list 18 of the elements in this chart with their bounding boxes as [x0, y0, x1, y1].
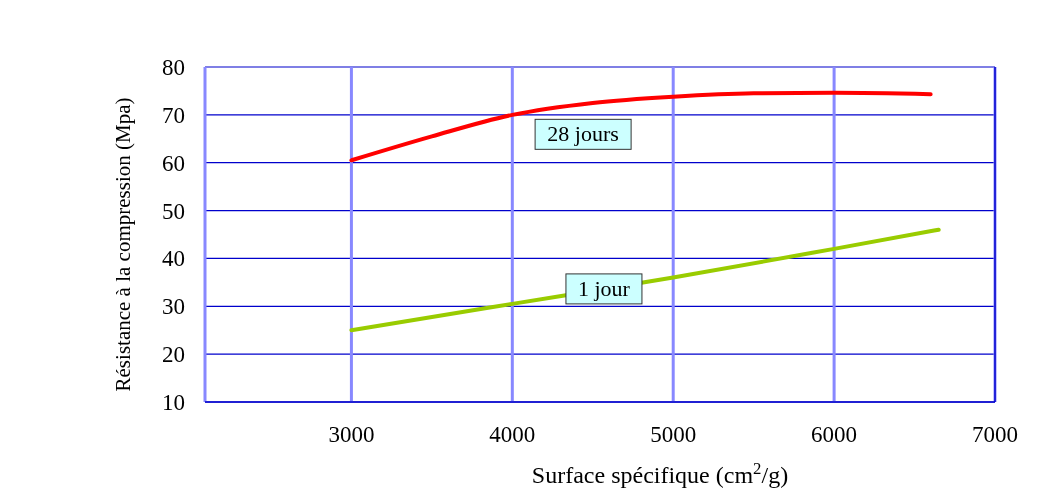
y-axis-title: Résistance à la compression (Mpa) [111, 97, 135, 392]
y-tick-label: 80 [162, 55, 185, 80]
x-tick-label: 7000 [972, 422, 1018, 447]
x-tick-label: 4000 [489, 422, 536, 447]
y-tick-label: 50 [162, 198, 185, 224]
y-tick-label: 70 [162, 102, 185, 128]
y-tick-label: 40 [162, 246, 185, 272]
x-axis-title: Surface spécifique (cm$^{2}$/g) [531, 458, 789, 488]
series-label: 28 jours [547, 121, 619, 147]
series-label: 1 jour [577, 275, 631, 301]
y-tick-label: 30 [162, 294, 185, 320]
x-tick-label: 5000 [650, 422, 697, 447]
x-tick-label: 6000 [811, 422, 858, 447]
y-tick-label: 10 [162, 390, 185, 415]
y-tick-label: 20 [162, 342, 185, 368]
line-series [349, 90, 933, 163]
x-tick-label: 3000 [328, 422, 375, 447]
y-tick-label: 60 [162, 150, 185, 176]
